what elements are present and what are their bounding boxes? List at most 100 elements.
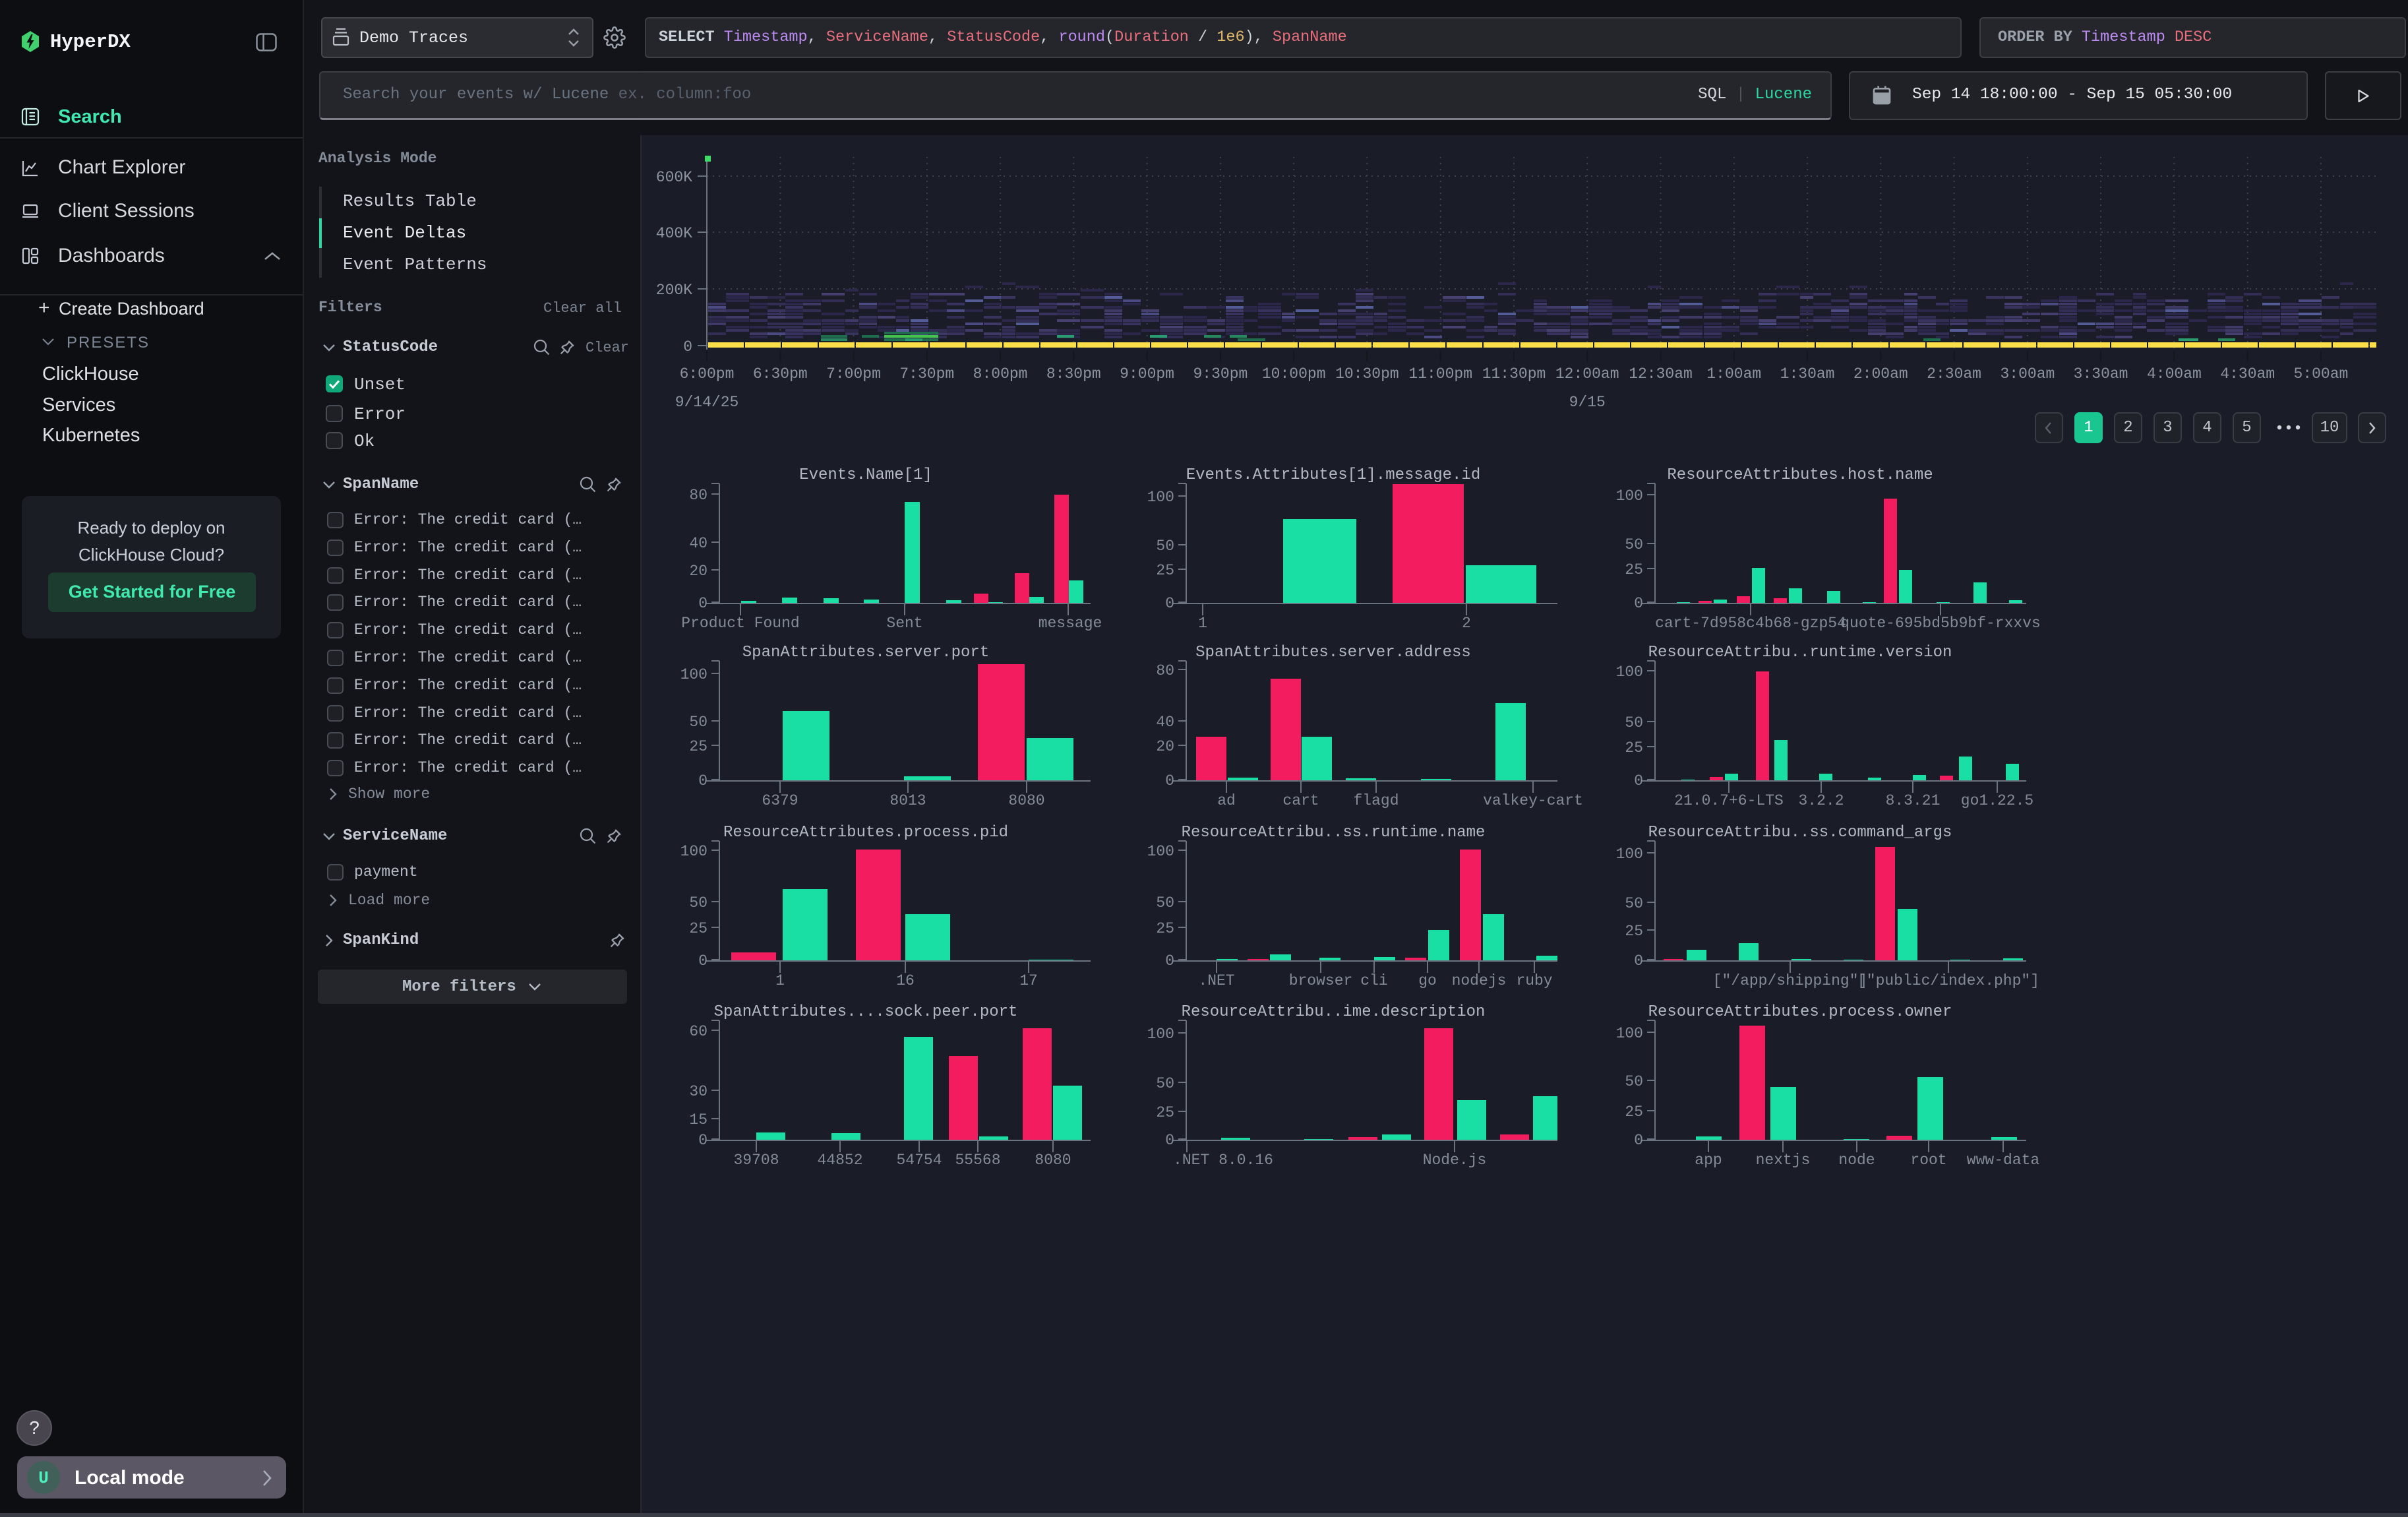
svg-text:11:00pm: 11:00pm <box>1408 365 1472 383</box>
svg-text:25: 25 <box>689 920 707 937</box>
svg-text:ResourceAttributes.process.own: ResourceAttributes.process.owner <box>1648 1003 1952 1021</box>
svg-text:50: 50 <box>1156 1075 1174 1092</box>
svg-text:.NET 8.0.16: .NET 8.0.16 <box>1173 1152 1273 1169</box>
svg-text:SpanAttributes....sock.peer.po: SpanAttributes....sock.peer.port <box>714 1003 1018 1021</box>
svg-text:1:30am: 1:30am <box>1780 365 1835 383</box>
svg-text:11:30pm: 11:30pm <box>1482 365 1546 383</box>
svg-text:8013: 8013 <box>889 792 926 809</box>
svg-text:Events.Name[1]: Events.Name[1] <box>799 466 932 484</box>
svg-text:6:00pm: 6:00pm <box>680 365 735 383</box>
svg-text:0: 0 <box>698 1132 707 1149</box>
svg-text:12:30am: 12:30am <box>1629 365 1693 383</box>
svg-text:3:30am: 3:30am <box>2074 365 2128 383</box>
svg-text:8.3.21: 8.3.21 <box>1886 792 1941 809</box>
svg-text:100: 100 <box>1147 489 1174 506</box>
svg-text:Events.Attributes[1].message.i: Events.Attributes[1].message.id <box>1186 466 1480 484</box>
svg-text:1: 1 <box>1198 615 1207 632</box>
svg-text:0: 0 <box>698 952 707 970</box>
svg-text:ResourceAttributes.process.pid: ResourceAttributes.process.pid <box>723 824 1008 842</box>
svg-text:25: 25 <box>1156 1104 1174 1121</box>
svg-text:40: 40 <box>689 535 707 552</box>
svg-text:9/15: 9/15 <box>1569 394 1606 411</box>
svg-text:39708: 39708 <box>733 1152 779 1169</box>
svg-text:4:00am: 4:00am <box>2147 365 2202 383</box>
svg-text:80: 80 <box>689 487 707 504</box>
svg-text:cli: cli <box>1360 972 1387 989</box>
svg-text:7:00pm: 7:00pm <box>826 365 881 383</box>
svg-text:7:30pm: 7:30pm <box>899 365 954 383</box>
svg-text:Product Found: Product Found <box>681 615 799 632</box>
svg-text:["/app/shipping"]: ["/app/shipping"] <box>1713 972 1868 989</box>
svg-text:600K: 600K <box>656 169 692 186</box>
svg-text:60: 60 <box>689 1023 707 1040</box>
svg-text:200K: 200K <box>656 282 692 299</box>
svg-text:ad: ad <box>1217 792 1236 809</box>
svg-text:nodejs: nodejs <box>1452 972 1507 989</box>
svg-text:root: root <box>1910 1152 1946 1169</box>
svg-text:25: 25 <box>689 738 707 755</box>
svg-text:8080: 8080 <box>1035 1152 1071 1169</box>
svg-text:SpanAttributes.server.address: SpanAttributes.server.address <box>1195 644 1471 662</box>
svg-text:40: 40 <box>1156 714 1174 731</box>
svg-text:50: 50 <box>1156 894 1174 912</box>
svg-text:0: 0 <box>1634 952 1643 970</box>
svg-text:25: 25 <box>1625 923 1643 940</box>
svg-text:www-data: www-data <box>1967 1152 2040 1169</box>
svg-text:1: 1 <box>775 972 785 989</box>
svg-text:Node.js: Node.js <box>1423 1152 1487 1169</box>
svg-text:0: 0 <box>1165 595 1174 612</box>
svg-text:12:00am: 12:00am <box>1555 365 1619 383</box>
svg-text:25: 25 <box>1156 562 1174 579</box>
svg-text:25: 25 <box>1625 739 1643 757</box>
svg-text:0: 0 <box>1165 1132 1174 1149</box>
svg-text:8080: 8080 <box>1008 792 1044 809</box>
svg-text:10:00pm: 10:00pm <box>1262 365 1326 383</box>
svg-text:9:00pm: 9:00pm <box>1120 365 1174 383</box>
svg-text:100: 100 <box>1147 1026 1174 1043</box>
svg-text:50: 50 <box>1625 536 1643 553</box>
svg-text:50: 50 <box>689 714 707 731</box>
svg-text:100: 100 <box>1616 487 1643 505</box>
svg-text:ResourceAttribu..runtime.versi: ResourceAttribu..runtime.version <box>1648 644 1952 662</box>
svg-text:cart-7d958c4b68-gzp54: cart-7d958c4b68-gzp54 <box>1655 615 1846 632</box>
svg-text:quote-695bd5b9bf-rxxvs: quote-695bd5b9bf-rxxvs <box>1840 615 2041 632</box>
svg-text:16: 16 <box>896 972 915 989</box>
svg-text:ResourceAttribu..ss.command_ar: ResourceAttribu..ss.command_args <box>1648 824 1952 842</box>
svg-text:10:30pm: 10:30pm <box>1335 365 1399 383</box>
svg-text:Sent: Sent <box>886 615 922 632</box>
svg-text:50: 50 <box>689 894 707 912</box>
svg-text:5:00am: 5:00am <box>2293 365 2348 383</box>
svg-text:0: 0 <box>698 595 707 612</box>
svg-text:9:30pm: 9:30pm <box>1193 365 1248 383</box>
svg-text:50: 50 <box>1625 895 1643 912</box>
svg-text:valkey-cart: valkey-cart <box>1483 792 1583 809</box>
svg-text:2:30am: 2:30am <box>1927 365 1981 383</box>
svg-text:20: 20 <box>689 563 707 580</box>
svg-text:9/14/25: 9/14/25 <box>675 394 739 411</box>
svg-text:25: 25 <box>1625 1103 1643 1121</box>
svg-text:flagd: flagd <box>1353 792 1399 809</box>
svg-text:30: 30 <box>689 1083 707 1100</box>
svg-text:.NET: .NET <box>1198 972 1234 989</box>
svg-text:0: 0 <box>683 338 692 356</box>
svg-text:4:30am: 4:30am <box>2220 365 2275 383</box>
svg-text:100: 100 <box>680 843 707 860</box>
svg-text:0: 0 <box>1165 772 1174 789</box>
svg-text:21.0.7+6-LTS: 21.0.7+6-LTS <box>1674 792 1784 809</box>
svg-text:44852: 44852 <box>817 1152 862 1169</box>
svg-text:25: 25 <box>1156 920 1174 937</box>
svg-text:6379: 6379 <box>762 792 798 809</box>
svg-text:25: 25 <box>1625 561 1643 578</box>
svg-text:browser: browser <box>1289 972 1353 989</box>
svg-text:ResourceAttributes.host.name: ResourceAttributes.host.name <box>1667 466 1933 484</box>
svg-text:50: 50 <box>1625 714 1643 731</box>
svg-text:50: 50 <box>1625 1073 1643 1090</box>
svg-text:6:30pm: 6:30pm <box>753 365 808 383</box>
svg-text:app: app <box>1695 1152 1722 1169</box>
svg-text:3:00am: 3:00am <box>2000 365 2055 383</box>
svg-text:3.2.2: 3.2.2 <box>1798 792 1844 809</box>
svg-text:50: 50 <box>1156 538 1174 555</box>
svg-text:1:00am: 1:00am <box>1706 365 1761 383</box>
svg-text:ruby: ruby <box>1516 972 1552 989</box>
svg-text:8:30pm: 8:30pm <box>1046 365 1101 383</box>
